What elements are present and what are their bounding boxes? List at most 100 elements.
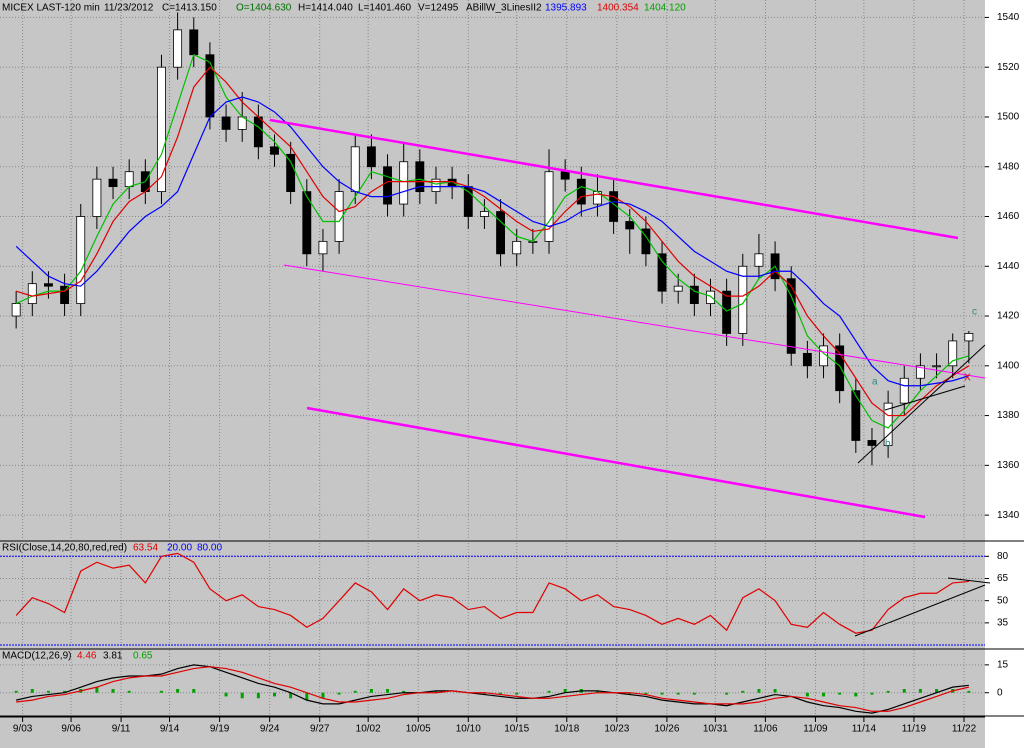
histogram-bar xyxy=(240,692,244,699)
y-tick-label: 1520 xyxy=(997,62,1020,73)
x-tick-label: 10/05 xyxy=(406,724,431,735)
candle-body xyxy=(302,191,312,255)
candle-body xyxy=(27,283,37,304)
y-tick-label: 0 xyxy=(997,687,1003,698)
x-tick-label: 11/19 xyxy=(902,724,927,735)
header-text: MACD(12,26,9) xyxy=(2,651,71,662)
candle-body xyxy=(76,216,86,304)
candle-body xyxy=(625,221,635,230)
histogram-bar xyxy=(547,690,551,693)
histogram-bar xyxy=(805,692,809,697)
y-tick-label: 1340 xyxy=(997,510,1020,521)
histogram-bar xyxy=(14,690,18,693)
candle-body xyxy=(576,178,586,205)
histogram-bar xyxy=(95,687,99,693)
x-tick-label: 11/14 xyxy=(852,724,877,735)
header-text: 3.81 xyxy=(103,651,123,662)
histogram-bar xyxy=(353,690,357,693)
trend-line xyxy=(283,264,986,379)
y-tick-label: 1540 xyxy=(997,12,1020,23)
y-tick-label: 35 xyxy=(997,617,1009,628)
candle-body xyxy=(754,253,764,267)
y-tick-label: 15 xyxy=(997,659,1009,670)
histogram-bar xyxy=(918,689,922,693)
histogram-bar xyxy=(967,690,971,693)
histogram-bar xyxy=(224,692,228,697)
histogram-bar xyxy=(515,692,519,695)
histogram-bar xyxy=(725,692,729,695)
y-tick-label: 1400 xyxy=(997,360,1020,371)
header-text: 11/23/2012 xyxy=(104,3,154,14)
header-text: 0.65 xyxy=(133,651,153,662)
candle-body xyxy=(286,153,296,193)
candle-body xyxy=(189,29,199,56)
histogram-bar xyxy=(386,689,390,693)
x-tick-label: 10/10 xyxy=(456,724,481,735)
candle-body xyxy=(270,146,279,155)
series-line xyxy=(15,66,970,417)
y-tick-label: 80 xyxy=(997,551,1009,562)
histogram-bar xyxy=(870,692,874,695)
candle-body xyxy=(318,240,328,255)
candle-body xyxy=(867,440,877,446)
header-text: 1404.120 xyxy=(644,3,686,14)
axis-background xyxy=(985,0,1024,748)
x-tick-label: 9/03 xyxy=(13,724,33,735)
x-tick-label: 11/06 xyxy=(753,724,778,735)
histogram-bar xyxy=(838,692,842,695)
header-text: C=1413.150 xyxy=(162,3,217,14)
trend-lines xyxy=(269,118,991,637)
histogram-bar xyxy=(305,692,309,701)
candle-body xyxy=(560,171,570,180)
header-text: 20.00 xyxy=(167,543,192,554)
header-text: V=12495 xyxy=(418,3,459,14)
y-tick-label: 50 xyxy=(997,595,1009,606)
candle-body xyxy=(964,333,974,342)
histogram-bar xyxy=(886,690,890,693)
x-tick-label: 10/23 xyxy=(604,724,629,735)
header-text: L=1401.460 xyxy=(358,3,412,14)
x-tick-label: 9/24 xyxy=(260,724,280,735)
candle-body xyxy=(689,285,699,304)
candle-body xyxy=(173,29,183,68)
annotation: X xyxy=(964,373,971,384)
candle-body xyxy=(738,265,748,334)
header-text: 80.00 xyxy=(197,543,222,554)
x-tick-label: 9/27 xyxy=(310,724,330,735)
candle-body xyxy=(11,303,21,317)
histogram-bar xyxy=(676,692,680,695)
annotation: b xyxy=(885,439,891,450)
header-text: MICEX LAST-120 min xyxy=(2,3,100,14)
candle-body xyxy=(496,211,506,255)
series-line xyxy=(16,666,969,712)
histogram-bar xyxy=(337,692,341,695)
histogram-bar xyxy=(176,689,180,693)
x-tick-label: 10/26 xyxy=(654,724,679,735)
candle-body xyxy=(157,66,166,193)
series-line xyxy=(15,53,970,429)
y-tick-label: 1360 xyxy=(997,460,1020,471)
histogram-bar xyxy=(402,690,406,693)
histogram-bar xyxy=(595,690,599,693)
y-tick-label: 1460 xyxy=(997,211,1020,222)
trend-line xyxy=(947,577,991,584)
histogram-bar xyxy=(741,690,745,693)
candle-body xyxy=(948,340,958,367)
candle-body xyxy=(92,178,102,217)
histogram-bar xyxy=(692,692,696,695)
series-line xyxy=(15,552,969,634)
candle-body xyxy=(108,178,118,188)
candle-body xyxy=(253,116,263,148)
x-tick-label: 10/15 xyxy=(504,724,529,735)
header-text: H=1414.040 xyxy=(298,3,353,14)
series-line xyxy=(16,664,969,714)
histogram-bar xyxy=(822,692,826,697)
candle-body xyxy=(512,240,522,255)
header-text: 63.54 xyxy=(133,543,158,554)
y-tick-label: 65 xyxy=(997,573,1009,584)
candle-body xyxy=(431,178,441,193)
header-text: ABillW_3LinesII2 xyxy=(466,3,542,14)
histogram-bar xyxy=(46,690,50,693)
